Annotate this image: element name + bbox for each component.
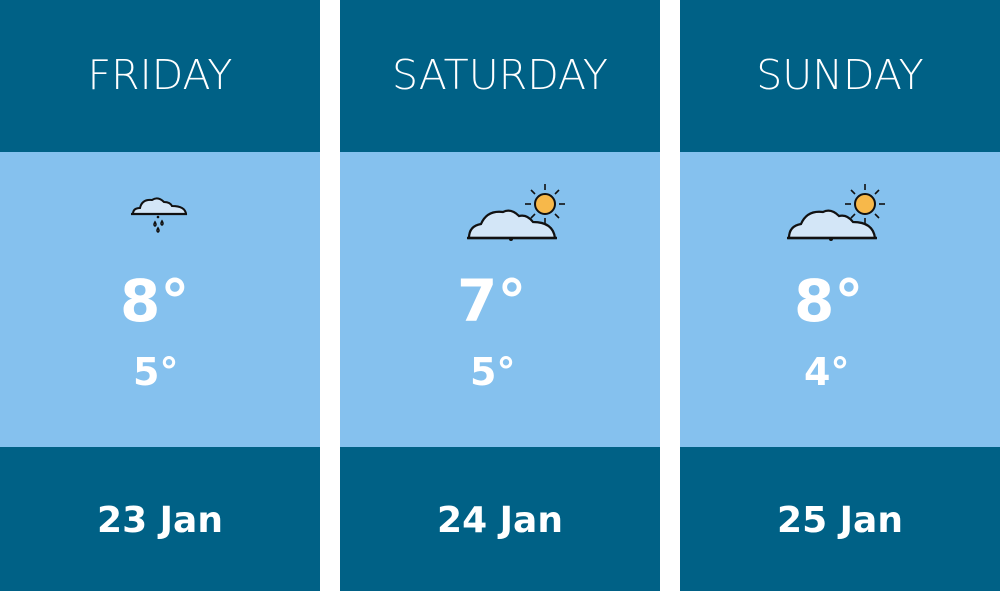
partly-sunny-icon <box>467 184 565 241</box>
high-temp: 7° <box>457 267 527 335</box>
low-temp: 5° <box>133 350 179 394</box>
low-temp: 5° <box>470 350 516 394</box>
partly-sunny-icon <box>787 184 885 241</box>
day-name: FRIDAY <box>0 0 320 152</box>
cloud-rain-icon <box>131 197 188 233</box>
forecast-body: 7° 5° <box>340 152 660 447</box>
day-card-saturday: SATURDAY 7° 5° 24 Jan <box>340 0 660 591</box>
forecast-body: 8° 4° <box>680 152 1000 447</box>
low-temp: 4° <box>804 350 850 394</box>
high-temp: 8° <box>120 267 190 335</box>
date: 24 Jan <box>340 447 660 591</box>
forecast-body: 8° 5° <box>0 152 320 447</box>
day-name: SATURDAY <box>340 0 660 152</box>
day-card-friday: FRIDAY 8° 5° 23 Jan <box>0 0 320 591</box>
date: 25 Jan <box>680 447 1000 591</box>
day-card-sunday: SUNDAY 8° 4° 25 Jan <box>680 0 1000 591</box>
day-name: SUNDAY <box>680 0 1000 152</box>
high-temp: 8° <box>794 267 864 335</box>
date: 23 Jan <box>0 447 320 591</box>
